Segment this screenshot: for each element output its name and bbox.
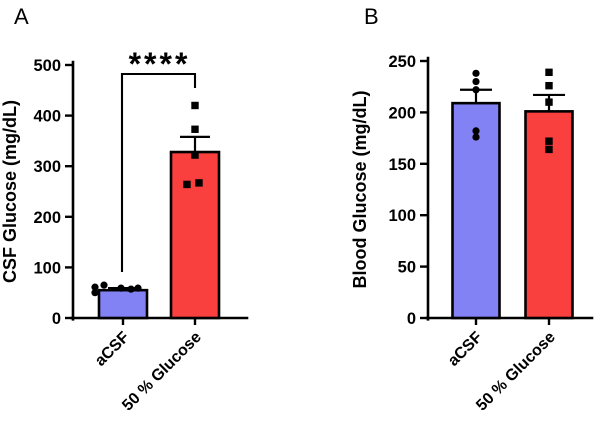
y-tick-label: 150 [388, 156, 416, 174]
y-axis-title: CSF Glucose (mg/dL) [0, 100, 20, 283]
data-point-circle [91, 289, 99, 297]
y-tick-label: 100 [388, 207, 416, 225]
data-point-square [191, 125, 199, 133]
data-point-square [545, 98, 553, 106]
data-point-square [545, 68, 553, 77]
data-point-circle [472, 127, 480, 135]
data-point-square [191, 151, 199, 159]
y-tick-label: 200 [388, 104, 416, 122]
data-point-square [183, 180, 191, 189]
y-tick-label: 0 [407, 310, 416, 328]
data-point-square [545, 137, 553, 145]
data-point-circle [91, 283, 99, 291]
bar-50-%-glucose [169, 150, 221, 320]
significance-stars: **** [129, 46, 191, 82]
data-point-circle [472, 133, 480, 141]
y-axis-title: Blood Glucose (mg/dL) [350, 91, 370, 289]
y-tick-label: 100 [33, 259, 61, 277]
panel-a: A 0 100 200 300 400 500 aCSF 50 % Glucose CSF Gl… [0, 4, 249, 415]
data-point-circle [134, 284, 142, 292]
y-tick-label: 50 [398, 259, 416, 277]
data-point-circle [472, 77, 480, 86]
panel-a-label: A [14, 4, 29, 29]
data-point-circle [472, 86, 480, 94]
data-point-circle [472, 69, 480, 77]
x-category-label: aCSF [92, 329, 133, 370]
x-category-label: 50 % Glucose [473, 329, 559, 415]
data-point-square [195, 179, 203, 187]
significance-bracket [120, 72, 197, 272]
y-tick-label: 200 [33, 209, 61, 227]
y-tick-label: 300 [33, 158, 61, 176]
data-point-square [191, 101, 199, 110]
x-category-label: aCSF [445, 329, 486, 370]
panel-b: B 0 50 100 150 200 250 aCSF 50 % Glucose Blood G… [300, 0, 600, 445]
data-point-circle [117, 284, 125, 292]
data-point-square [545, 145, 553, 154]
y-tick-label: 500 [33, 57, 61, 75]
data-point-circle [100, 281, 108, 289]
panel-b-label: B [364, 4, 379, 29]
y-tick-label: 400 [33, 108, 61, 126]
data-point-circle [127, 285, 135, 293]
x-category-label: 50 % Glucose [119, 329, 205, 415]
y-tick-label: 250 [388, 53, 416, 71]
y-tick-label: 0 [52, 310, 61, 328]
data-point-square [545, 81, 553, 90]
bar-acsf [97, 288, 149, 320]
